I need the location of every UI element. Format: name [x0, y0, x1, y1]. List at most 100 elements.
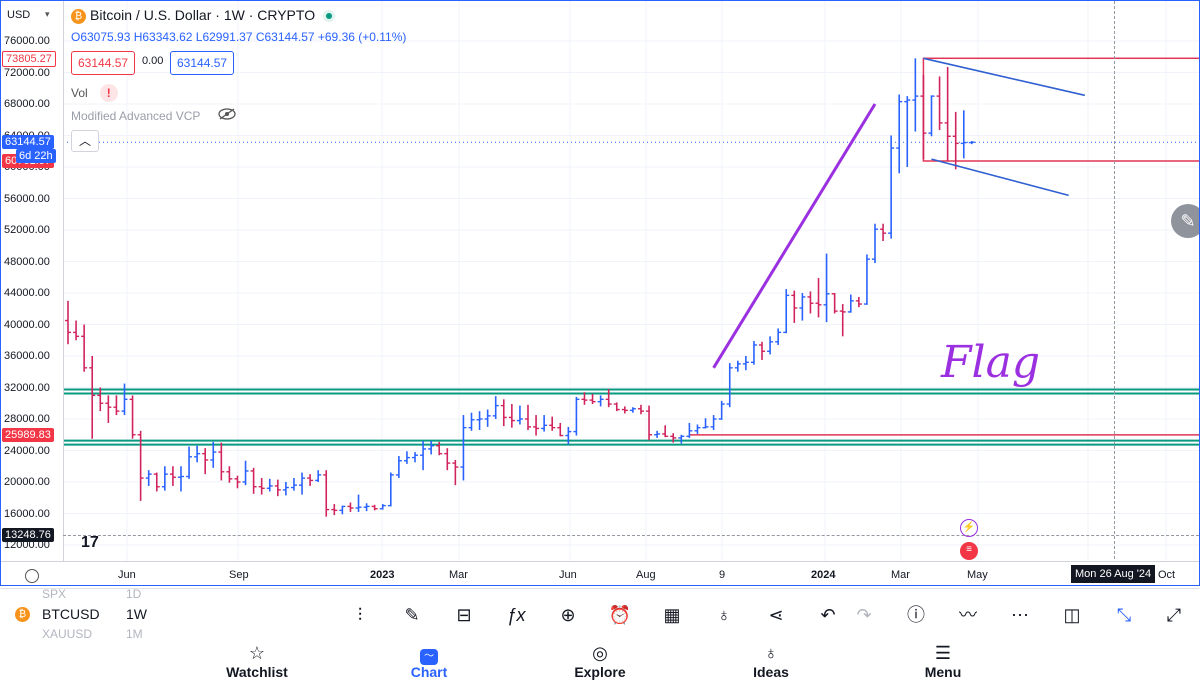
undo-icon[interactable]: ↶	[820, 605, 836, 625]
time-tick-label: Jun	[118, 569, 136, 581]
vcp-indicator[interactable]: Modified Advanced VCP	[71, 108, 236, 123]
interval-ghost-above: 1D	[126, 587, 142, 601]
price-tick-label: 48000.00	[4, 255, 50, 268]
price-tick-label: 32000.00	[4, 381, 50, 394]
expand-icon[interactable]: ⤢	[1166, 605, 1182, 625]
bitcoin-icon: ₿	[71, 8, 86, 24]
nav-ideas[interactable]: ♁ Ideas	[711, 642, 831, 680]
settings-gear-icon[interactable]	[25, 569, 39, 583]
symbol-selector[interactable]: BTCUSD	[42, 606, 100, 622]
price-tick-label: 68000.00	[4, 98, 50, 110]
split-view-icon[interactable]: ◫	[1063, 605, 1081, 625]
level-price-tag: 25989.83	[2, 427, 54, 442]
price-tick-label: 72000.00	[4, 66, 50, 79]
sell-button[interactable]: 63144.57	[71, 51, 136, 75]
compass-icon: ◎	[592, 643, 608, 663]
price-tick-label: 40000.00	[4, 318, 50, 331]
flag-annotation[interactable]: Flag	[941, 337, 1040, 388]
price-tick-label: 76000.00	[4, 35, 50, 47]
layouts-grid-icon[interactable]: ▦	[663, 605, 681, 625]
alert-clock-icon[interactable]: ⏰	[608, 605, 632, 625]
object-tree-icon[interactable]: ⊟	[456, 605, 472, 625]
range-zone	[922, 57, 1199, 162]
trading-panel-icon[interactable]: 〰	[959, 605, 977, 625]
bottom-toolbar: SPX 1D ₿ BTCUSD 1W XAUUSD 1M ⫶ ✎ ⊟ ƒx ⊕ …	[0, 587, 1200, 641]
symbol-ghost-above: SPX	[42, 587, 67, 601]
price-tick-label: 24000.00	[4, 444, 50, 457]
price-tick-label: 28000.00	[4, 413, 50, 425]
time-tick-label: Mar	[449, 569, 468, 581]
symbol-legend[interactable]: ₿ Bitcoin / U.S. Dollar · 1W · CRYPTO	[71, 7, 336, 24]
tradingview-logo[interactable]: 17	[81, 534, 99, 551]
market-status-icon[interactable]	[323, 10, 336, 23]
time-tick-label: Sep	[229, 569, 249, 581]
cursor-price-tag: 13248.76	[2, 528, 54, 543]
price-tick-label: 56000.00	[4, 192, 50, 205]
redo-icon[interactable]: ↷	[856, 605, 872, 625]
star-icon: ☆	[248, 643, 266, 663]
chart-icon: 〜	[420, 649, 438, 665]
flag-trendline	[931, 158, 1069, 197]
time-tick-label: 2024	[811, 569, 836, 581]
nav-menu[interactable]: ☰ Menu	[883, 642, 1003, 680]
flag-trendline	[923, 57, 1085, 97]
flag-pole-line	[712, 103, 877, 369]
nav-explore-label: Explore	[574, 664, 626, 680]
drawing-brush-icon[interactable]: ✎	[404, 605, 420, 625]
price-axis[interactable]: 76000.0072000.0068000.0064000.0060000.00…	[1, 1, 64, 561]
time-tick-label: 2023	[370, 569, 395, 581]
nav-ideas-label: Ideas	[753, 664, 789, 680]
time-axis[interactable]	[1, 561, 1199, 585]
add-plus-icon[interactable]: ⊕	[560, 605, 576, 625]
price-tick-label: 36000.00	[4, 350, 50, 362]
currency-selector[interactable]: USD	[7, 9, 31, 21]
price-tick-label: 20000.00	[4, 476, 50, 488]
volume-label: Vol	[71, 86, 88, 100]
time-tick-label: Jun	[559, 569, 577, 581]
nav-menu-label: Menu	[924, 664, 962, 680]
nav-watchlist[interactable]: ☆ Watchlist	[197, 642, 317, 680]
symbol-ghost-below: XAUUSD	[42, 627, 93, 641]
vcp-label: Modified Advanced VCP	[71, 109, 201, 123]
collapse-legend-button[interactable]: ︿	[71, 130, 99, 152]
nav-watchlist-label: Watchlist	[226, 664, 288, 680]
info-icon[interactable]: ⓘ	[907, 605, 925, 625]
price-chart[interactable]	[1, 1, 1200, 586]
time-tick-label: Mar	[891, 569, 910, 581]
dividend-event-icon[interactable]: ⚡	[960, 519, 978, 537]
interval-ghost-below: 1M	[126, 627, 143, 641]
chart-type-icon[interactable]: ⫶	[357, 605, 363, 625]
nav-chart[interactable]: 〜 Chart	[369, 642, 489, 680]
volume-indicator[interactable]: Vol!	[71, 84, 118, 102]
ideas-bulb-icon[interactable]: ♁	[717, 605, 731, 625]
bar-countdown-tag: 6d 22h	[16, 149, 56, 164]
crosshair-horizontal	[63, 535, 1199, 536]
buy-button[interactable]: 63144.57	[170, 51, 235, 75]
high-price-tag: 73805.27	[2, 51, 56, 68]
time-tick-label: May	[967, 569, 988, 581]
price-tick-label: 52000.00	[4, 224, 50, 236]
share-icon[interactable]: ⋖	[768, 605, 784, 625]
nav-chart-label: Chart	[410, 664, 448, 680]
price-tick-label: 16000.00	[4, 507, 50, 520]
nav-explore[interactable]: ◎ Explore	[540, 642, 660, 680]
fullscreen-exit-icon[interactable]: ⤡	[1116, 605, 1132, 625]
indicators-fx-icon[interactable]: ƒx	[506, 605, 526, 625]
hamburger-icon: ☰	[934, 643, 952, 663]
eye-hidden-icon[interactable]	[214, 108, 236, 123]
bottom-navigation: ☆ Watchlist 〜 Chart ◎ Explore ♁ Ideas ☰ …	[0, 640, 1200, 686]
time-tick-label: Oct	[1158, 569, 1176, 581]
ohlc-values: O63075.93 H63343.62 L62991.37 C63144.57 …	[71, 30, 407, 44]
chevron-down-icon[interactable]: ▾	[45, 9, 50, 19]
bitcoin-icon: ₿	[15, 607, 30, 622]
more-options-icon[interactable]: ⋯	[1011, 605, 1029, 625]
draw-pencil-icon[interactable]: ✎	[1171, 204, 1199, 238]
spread-value: 0.00	[142, 55, 164, 67]
last-price-tag: 63144.57	[2, 135, 54, 150]
time-tick-label: 9	[719, 569, 726, 581]
price-tick-label: 44000.00	[4, 287, 50, 299]
chart-area[interactable]: 76000.0072000.0068000.0064000.0060000.00…	[0, 0, 1200, 586]
economic-event-icon[interactable]: ≡	[960, 542, 978, 560]
alert-icon[interactable]: !	[99, 84, 118, 102]
interval-selector[interactable]: 1W	[126, 606, 147, 622]
